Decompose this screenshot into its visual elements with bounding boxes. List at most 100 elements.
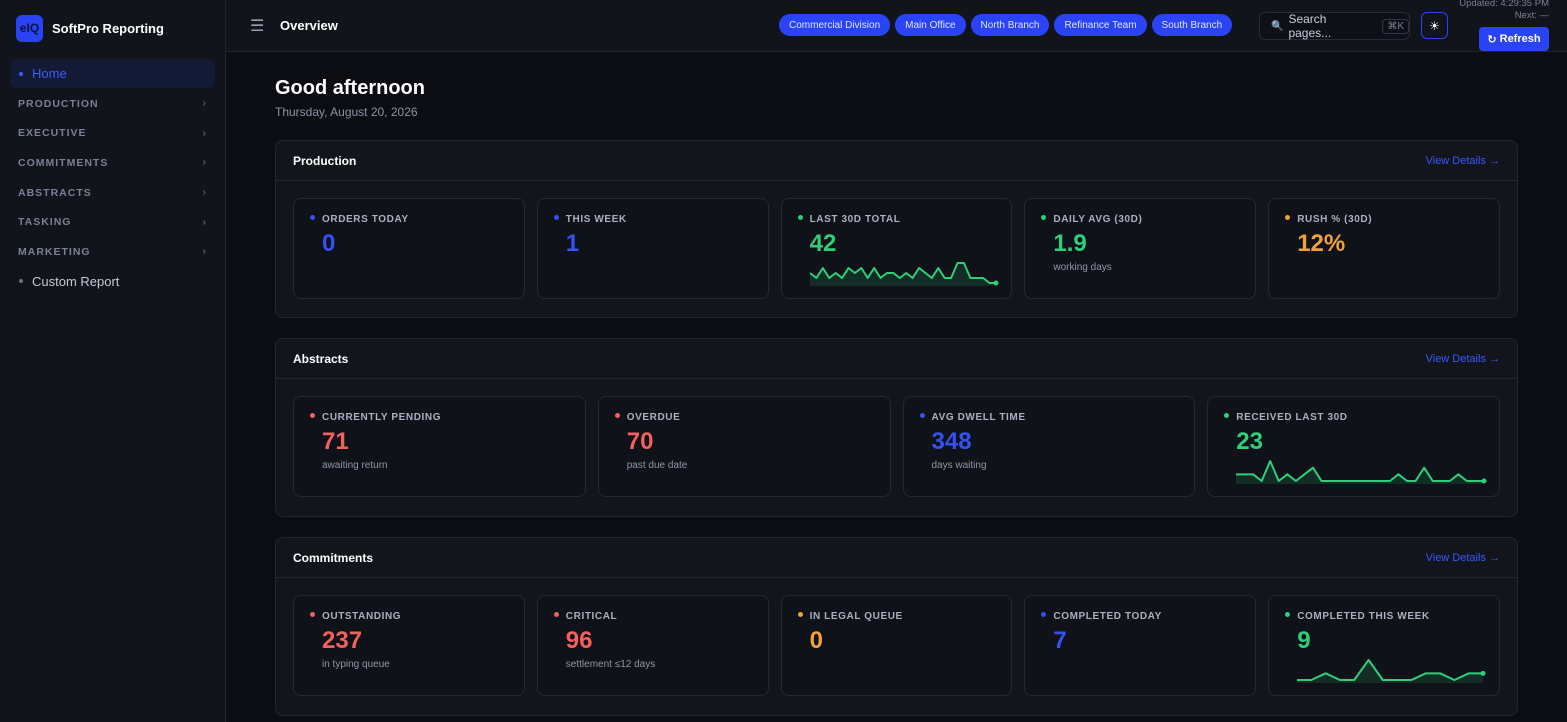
sidebar: eIQ SoftPro Reporting Home PRODUCTION › E… xyxy=(0,0,226,722)
sidebar-item-home[interactable]: Home xyxy=(10,59,215,88)
kpi-label: THIS WEEK xyxy=(565,214,627,225)
sidebar-section-tasking[interactable]: TASKING › xyxy=(10,207,215,237)
sidebar-section-commitments[interactable]: COMMITMENTS › xyxy=(10,148,215,178)
refresh-button[interactable]: ↻ Refresh xyxy=(1479,27,1549,51)
kpi-label: DAILY AVG (30D) xyxy=(1053,214,1143,225)
production-card: Production View Details → ORDERS TODAY 0… xyxy=(275,140,1518,318)
status-dot-icon xyxy=(310,612,315,617)
status-dot-icon xyxy=(1041,612,1047,617)
filter-chip-south-branch[interactable]: South Branch xyxy=(1151,14,1233,36)
kpi-value: 71 xyxy=(322,428,349,455)
chevron-right-icon: › xyxy=(202,187,207,199)
sparkline-end-point xyxy=(1480,670,1486,676)
sparkline-chart xyxy=(809,262,999,286)
kpi-this-week[interactable]: THIS WEEK 1 xyxy=(536,198,769,299)
update-status: Updated: 4:29:35 PM Next: — xyxy=(1459,0,1549,22)
sparkline-chart xyxy=(1236,460,1487,484)
status-dot-icon xyxy=(797,612,803,617)
bullet-icon xyxy=(19,71,23,76)
topbar: ☰ Overview Commercial Division Main Offi… xyxy=(226,0,1567,52)
kpi-value: 42 xyxy=(809,230,837,257)
sidebar-section-executive[interactable]: EXECUTIVE › xyxy=(10,119,215,149)
kpi-value: 1.9 xyxy=(1053,230,1087,257)
view-details-link[interactable]: View Details → xyxy=(1425,154,1500,167)
kpi-received-last-30d[interactable]: RECEIVED LAST 30D 23 xyxy=(1207,396,1500,497)
card-title: Abstracts xyxy=(293,351,349,366)
sparkline-area xyxy=(809,263,996,286)
chevron-right-icon: › xyxy=(202,127,207,139)
kpi-rush-percent[interactable]: RUSH % (30D) 12% xyxy=(1268,198,1500,299)
kpi-value: 1 xyxy=(565,230,580,257)
kpi-daily-avg[interactable]: DAILY AVG (30D) 1.9 working days xyxy=(1024,198,1257,299)
kpi-in-legal-queue[interactable]: IN LEGAL QUEUE 0 xyxy=(780,595,1013,696)
status-dot-icon xyxy=(310,215,315,220)
kpi-value: 0 xyxy=(809,627,823,654)
kpi-subtext: awaiting return xyxy=(322,460,388,471)
search-icon: 🔍 xyxy=(1271,20,1284,32)
card-title: Commitments xyxy=(293,550,374,565)
kpi-orders-today[interactable]: ORDERS TODAY 0 xyxy=(293,198,525,299)
sidebar-item-label: Home xyxy=(32,66,67,81)
filter-chip-commercial-division[interactable]: Commercial Division xyxy=(779,14,891,36)
kpi-currently-pending[interactable]: CURRENTLY PENDING 71 awaiting return xyxy=(293,396,586,497)
chevron-right-icon: › xyxy=(202,216,207,228)
sparkline-line xyxy=(1236,460,1485,482)
kpi-label: CURRENTLY PENDING xyxy=(322,412,442,423)
filter-chip-main-office[interactable]: Main Office xyxy=(895,14,966,36)
view-details-link[interactable]: View Details → xyxy=(1425,352,1500,365)
page-title: Overview xyxy=(280,18,338,33)
kpi-label: OUTSTANDING xyxy=(322,611,402,622)
sparkline-area xyxy=(1236,461,1485,484)
kpi-value: 12% xyxy=(1297,230,1346,257)
kpi-label: AVG DWELL TIME xyxy=(931,412,1026,423)
kpi-value: 23 xyxy=(1236,428,1263,455)
brand[interactable]: eIQ SoftPro Reporting xyxy=(0,0,225,56)
status-dot-icon xyxy=(1041,215,1047,220)
kpi-label: ORDERS TODAY xyxy=(322,214,409,225)
kpi-avg-dwell-time[interactable]: AVG DWELL TIME 348 days waiting xyxy=(902,396,1196,497)
filter-chip-north-branch[interactable]: North Branch xyxy=(970,14,1050,36)
search-placeholder: Search pages... xyxy=(1288,12,1332,40)
kpi-value: 9 xyxy=(1297,627,1311,654)
commitments-card: Commitments View Details → OUTSTANDING 2… xyxy=(275,537,1518,716)
bullet-icon xyxy=(19,279,23,284)
search-shortcut: ⌘K xyxy=(1382,18,1409,34)
view-details-link[interactable]: View Details → xyxy=(1425,551,1500,564)
hamburger-menu-icon[interactable]: ☰ xyxy=(250,17,265,35)
kpi-critical[interactable]: CRITICAL 96 settlement ≤12 days xyxy=(536,595,769,696)
sidebar-item-custom-report[interactable]: Custom Report xyxy=(10,267,215,296)
next-update: Next: — xyxy=(1514,10,1549,21)
theme-toggle-button[interactable]: ☀ xyxy=(1421,12,1448,39)
sidebar-section-label: MARKETING xyxy=(18,245,91,258)
kpi-label: IN LEGAL QUEUE xyxy=(809,611,903,622)
filter-chip-refinance-team[interactable]: Refinance Team xyxy=(1054,14,1147,36)
kpi-value: 0 xyxy=(322,230,336,257)
sun-icon: ☀ xyxy=(1429,18,1440,33)
kpi-last-30d-total[interactable]: LAST 30D TOTAL 42 xyxy=(780,198,1013,299)
kpi-row: CURRENTLY PENDING 71 awaiting return OVE… xyxy=(276,379,1517,497)
kpi-completed-today[interactable]: COMPLETED TODAY 7 xyxy=(1024,595,1257,696)
sidebar-section-production[interactable]: PRODUCTION › xyxy=(10,89,215,119)
chevron-right-icon: › xyxy=(202,157,207,169)
search-input[interactable]: 🔍 Search pages... ⌘K xyxy=(1259,12,1410,40)
status-dot-icon xyxy=(797,215,803,220)
sidebar-section-marketing[interactable]: MARKETING › xyxy=(10,237,215,267)
kpi-label: COMPLETED TODAY xyxy=(1053,611,1162,622)
kpi-overdue[interactable]: OVERDUE 70 past due date xyxy=(597,396,891,497)
status-dot-icon xyxy=(614,413,620,418)
kpi-value: 96 xyxy=(565,627,593,654)
status-dot-icon xyxy=(1285,215,1291,220)
kpi-completed-this-week[interactable]: COMPLETED THIS WEEK 9 xyxy=(1268,595,1500,696)
kpi-subtext: past due date xyxy=(626,460,688,471)
sparkline-end-point xyxy=(993,280,999,286)
kpi-outstanding[interactable]: OUTSTANDING 237 in typing queue xyxy=(293,595,525,696)
refresh-icon: ↻ xyxy=(1487,33,1497,46)
sidebar-section-abstracts[interactable]: ABSTRACTS › xyxy=(10,178,215,208)
kpi-label: LAST 30D TOTAL xyxy=(809,214,901,225)
card-header: Abstracts View Details → xyxy=(276,339,1517,379)
status-dot-icon xyxy=(1285,612,1291,617)
kpi-row: ORDERS TODAY 0 THIS WEEK 1 LAST 30D TOTA… xyxy=(276,181,1517,299)
card-header: Commitments View Details → xyxy=(276,538,1517,578)
sidebar-item-label: Custom Report xyxy=(32,273,120,289)
kpi-label: CRITICAL xyxy=(565,611,618,622)
